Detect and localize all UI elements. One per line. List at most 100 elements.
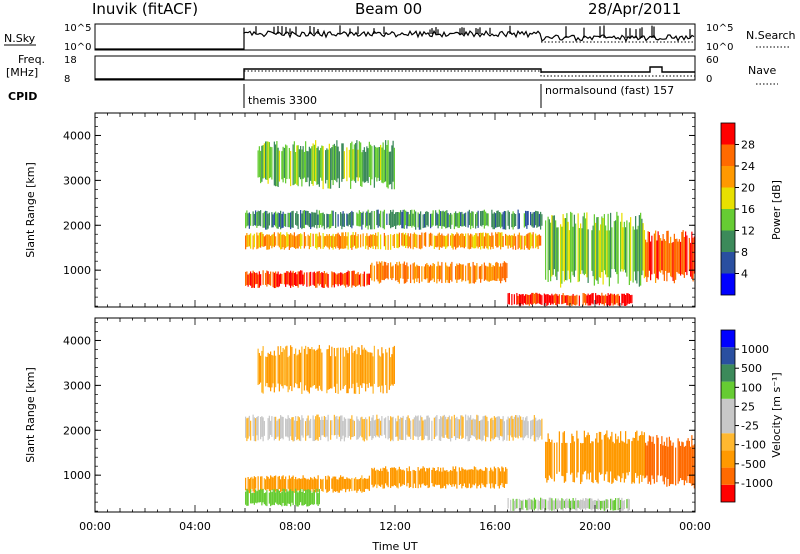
range-gate-cell bbox=[541, 418, 543, 440]
range-gate-cell bbox=[496, 416, 498, 437]
range-gate-cell bbox=[478, 233, 480, 247]
range-gate-cell bbox=[517, 295, 519, 305]
range-gate-cell bbox=[510, 235, 512, 248]
range-gate-cell bbox=[291, 272, 293, 286]
range-gate-cell bbox=[448, 471, 450, 484]
range-gate-cell bbox=[643, 432, 645, 479]
range-gate-cell bbox=[262, 270, 264, 285]
range-gate-cell bbox=[275, 236, 277, 246]
range-gate-cell bbox=[388, 213, 390, 226]
range-gate-cell bbox=[316, 488, 318, 505]
range-gate-cell bbox=[270, 236, 272, 246]
range-gate-cell bbox=[256, 232, 258, 250]
range-gate-cell bbox=[617, 293, 619, 306]
range-gate-cell bbox=[383, 468, 385, 489]
range-gate-cell bbox=[692, 237, 694, 282]
range-gate-cell bbox=[265, 272, 267, 285]
range-gate-cell bbox=[536, 420, 538, 438]
range-gate-cell bbox=[597, 442, 599, 484]
range-gate-cell bbox=[448, 415, 450, 439]
range-gate-cell bbox=[596, 295, 598, 305]
range-gate-cell bbox=[495, 468, 497, 485]
noise-sky-line bbox=[95, 29, 695, 50]
range-gate-cell bbox=[376, 235, 378, 247]
range-gate-cell bbox=[297, 214, 299, 230]
range-gate-cell bbox=[276, 420, 278, 438]
nave-label: Nave bbox=[748, 64, 776, 77]
range-gate-cell bbox=[556, 500, 558, 511]
range-gate-cell bbox=[458, 419, 460, 439]
range-gate-cell bbox=[445, 416, 447, 435]
range-gate-cell bbox=[432, 263, 434, 279]
range-gate-cell bbox=[630, 217, 632, 281]
range-gate-cell bbox=[370, 421, 372, 436]
range-gate-cell bbox=[350, 479, 352, 489]
range-gate-cell bbox=[395, 264, 397, 281]
range-gate-cell bbox=[315, 273, 317, 288]
range-gate-cell bbox=[291, 211, 293, 228]
range-gate-cell bbox=[600, 295, 602, 304]
range-gate-cell bbox=[328, 476, 330, 491]
range-gate-cell bbox=[293, 141, 295, 185]
range-gate-cell bbox=[331, 147, 333, 181]
range-gate-cell bbox=[408, 214, 410, 227]
range-gate-cell bbox=[346, 477, 348, 490]
range-gate-cell bbox=[300, 270, 302, 285]
range-gate-cell bbox=[501, 419, 503, 437]
range-gate-cell bbox=[596, 217, 598, 281]
range-gate-cell bbox=[468, 469, 470, 484]
range-gate-cell bbox=[336, 140, 338, 183]
range-gate-cell bbox=[298, 271, 300, 285]
range-gate-cell bbox=[280, 493, 282, 506]
range-gate-cell bbox=[603, 435, 605, 481]
range-gate-cell bbox=[253, 417, 255, 442]
range-gate-cell bbox=[336, 479, 338, 492]
range-gate-cell bbox=[676, 238, 678, 272]
range-gate-cell bbox=[287, 415, 289, 438]
range-gate-cell bbox=[580, 499, 582, 510]
range-gate-cell bbox=[285, 346, 287, 386]
range-gate-cell bbox=[548, 497, 550, 511]
range-gate-cell bbox=[503, 421, 505, 440]
range-gate-cell bbox=[491, 266, 493, 281]
x-tick-label: 20:00 bbox=[579, 520, 611, 533]
range-gate-cell bbox=[301, 234, 303, 246]
range-gate-cell bbox=[531, 292, 533, 305]
x-axis-label: Time UT bbox=[371, 540, 417, 553]
range-gate-cell bbox=[533, 415, 535, 442]
range-gate-cell bbox=[467, 469, 469, 488]
range-gate-cell bbox=[682, 442, 684, 480]
range-gate-cell bbox=[481, 419, 483, 442]
range-gate-cell bbox=[353, 350, 355, 394]
range-gate-cell bbox=[380, 234, 382, 250]
range-gate-cell bbox=[245, 235, 247, 250]
range-gate-cell bbox=[487, 233, 489, 250]
range-gate-cell bbox=[342, 274, 344, 285]
range-gate-cell bbox=[276, 141, 278, 187]
range-gate-cell bbox=[526, 211, 528, 229]
range-gate-cell bbox=[616, 294, 618, 303]
range-gate-cell bbox=[417, 265, 419, 279]
y-tick-label: 4000 bbox=[63, 334, 91, 347]
range-gate-cell bbox=[616, 439, 618, 481]
range-gate-cell bbox=[553, 215, 555, 270]
range-gate-cell bbox=[436, 212, 438, 226]
range-gate-cell bbox=[333, 143, 335, 180]
range-gate-cell bbox=[317, 414, 319, 441]
range-gate-cell bbox=[430, 264, 432, 281]
range-gate-cell bbox=[302, 274, 304, 286]
range-gate-cell bbox=[267, 271, 269, 285]
range-gate-cell bbox=[391, 266, 393, 281]
freq-left-tick-bottom: 8 bbox=[64, 74, 70, 85]
range-gate-cell bbox=[277, 147, 279, 187]
range-gate-cell bbox=[323, 236, 325, 248]
range-gate-cell bbox=[308, 420, 310, 439]
range-gate-cell bbox=[530, 420, 532, 440]
range-gate-cell bbox=[326, 479, 328, 493]
range-gate-cell bbox=[473, 265, 475, 284]
range-gate-cell bbox=[670, 440, 672, 485]
range-gate-cell bbox=[276, 213, 278, 229]
range-gate-cell bbox=[577, 500, 579, 508]
range-gate-cell bbox=[283, 479, 285, 491]
range-gate-cell bbox=[583, 430, 585, 472]
